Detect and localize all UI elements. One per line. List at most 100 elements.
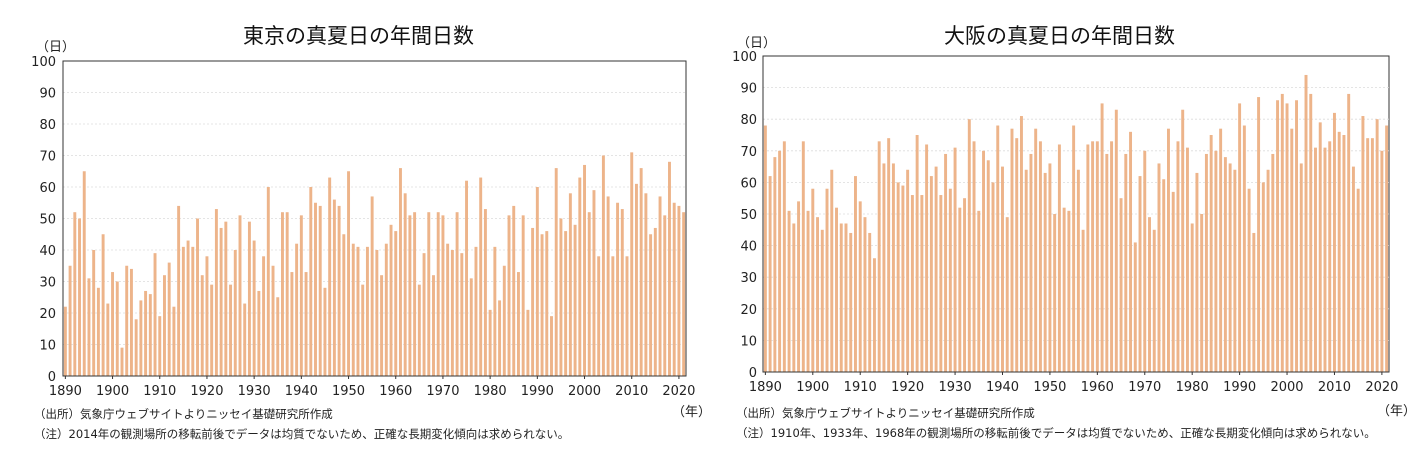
bar-2009 xyxy=(1328,141,1332,372)
bar-1987 xyxy=(1223,157,1227,372)
bar-1932 xyxy=(963,198,967,372)
bar-2012 xyxy=(639,168,643,376)
bar-1957 xyxy=(1081,229,1085,372)
y-tick-label: 40 xyxy=(39,244,56,259)
bar-1959 xyxy=(389,224,393,376)
bar-1936 xyxy=(982,150,985,372)
bar-2003 xyxy=(1299,163,1303,372)
bar-1911 xyxy=(863,217,867,372)
bar-1934 xyxy=(972,141,976,372)
bar-1937 xyxy=(986,160,990,372)
bar-1930 xyxy=(252,240,256,376)
tokyo-chart-panel: 東京の真夏日の年間日数 （日） 0 10 20 30 40 50 60 70 80 90 100 18… xyxy=(31,24,711,441)
bar-1925 xyxy=(929,176,933,372)
bar-1934 xyxy=(271,265,275,376)
bar-1936 xyxy=(281,212,284,376)
y-tick-label: 0 xyxy=(749,366,757,381)
bar-1966 xyxy=(422,253,426,376)
bar-1982 xyxy=(498,300,502,376)
bar-1952 xyxy=(1057,144,1061,372)
bar-2013 xyxy=(1347,93,1351,373)
bar-1897 xyxy=(96,287,100,376)
bar-2000 xyxy=(1285,103,1289,373)
bar-1984 xyxy=(1209,135,1213,372)
bar-1924 xyxy=(224,221,228,376)
bar-2017 xyxy=(1366,138,1370,372)
x-tick-label: 1960 xyxy=(379,384,412,399)
bar-1963 xyxy=(1110,141,1114,372)
bar-2001 xyxy=(587,212,591,376)
bar-1915 xyxy=(181,246,185,376)
bar-1925 xyxy=(229,284,233,376)
chart-title: 東京の真夏日の年間日数 xyxy=(243,24,474,48)
bar-1913 xyxy=(872,258,876,372)
bar-1949 xyxy=(1043,172,1047,372)
bar-1983 xyxy=(502,265,506,376)
bar-1891 xyxy=(768,176,772,372)
bar-1965 xyxy=(417,284,421,376)
bar-1996 xyxy=(564,231,568,376)
caveat-note: （注）1910年、1933年、1968年の観測場所の移転前後でデータは均質でない… xyxy=(736,426,1376,440)
bar-1928 xyxy=(944,153,948,372)
bar-1968 xyxy=(1133,242,1137,372)
bar-1954 xyxy=(365,246,369,376)
y-tick-label: 50 xyxy=(39,213,56,228)
bar-1946 xyxy=(1029,153,1033,372)
bar-1933 xyxy=(967,119,971,372)
bar-1965 xyxy=(1119,198,1123,372)
bar-1986 xyxy=(1219,128,1223,372)
bar-2019 xyxy=(1375,119,1379,372)
bar-1962 xyxy=(403,193,407,376)
bar-1966 xyxy=(1124,153,1128,372)
bar-1964 xyxy=(1114,109,1118,372)
y-tick-label: 20 xyxy=(740,303,757,318)
plot-area xyxy=(62,60,687,377)
bar-2005 xyxy=(1309,93,1313,373)
bar-1974 xyxy=(1162,179,1166,372)
bar-1924 xyxy=(925,144,929,372)
bar-1948 xyxy=(337,205,341,376)
osaka-chart-panel: 大阪の真夏日の年間日数 （日） 0 10 20 30 40 50 60 70 80 90 100 18… xyxy=(714,0,1428,459)
bar-1941 xyxy=(304,272,308,376)
bar-1890 xyxy=(763,125,767,373)
bar-1981 xyxy=(493,246,497,376)
bar-1996 xyxy=(1266,169,1270,372)
bar-1968 xyxy=(432,275,435,376)
bar-1900 xyxy=(811,188,815,372)
bar-1897 xyxy=(797,201,801,372)
bar-1918 xyxy=(196,218,199,376)
bar-1957 xyxy=(380,275,384,376)
bar-1979 xyxy=(483,209,487,376)
bar-1894 xyxy=(82,171,86,376)
bar-2017 xyxy=(663,215,667,376)
x-tick-label: 2020 xyxy=(1365,380,1398,395)
bar-2013 xyxy=(644,193,648,376)
x-tick-label: 2010 xyxy=(615,384,648,399)
bar-1929 xyxy=(948,188,952,372)
bar-1954 xyxy=(1067,210,1071,372)
x-tick-label: 1970 xyxy=(1128,380,1161,395)
bar-1912 xyxy=(167,262,171,376)
bar-1905 xyxy=(835,207,838,372)
bar-1942 xyxy=(309,187,313,376)
osaka-bar-chart: 0 10 20 30 40 50 60 70 80 90 100 1890 1900 1910 1920 19… xyxy=(732,50,1398,395)
bar-1895 xyxy=(787,210,791,372)
bar-1987 xyxy=(521,215,525,376)
bar-1906 xyxy=(839,223,843,372)
x-tick-label: 1920 xyxy=(190,384,223,399)
bar-1992 xyxy=(1247,188,1251,372)
bar-1905 xyxy=(134,319,138,376)
bar-2014 xyxy=(649,234,653,376)
bar-1953 xyxy=(1062,207,1066,372)
bar-1993 xyxy=(550,316,553,376)
bar-1892 xyxy=(773,157,777,372)
bar-1927 xyxy=(238,215,242,376)
bar-1931 xyxy=(257,290,261,376)
bar-1945 xyxy=(323,287,327,376)
bar-1941 xyxy=(1005,217,1009,372)
y-tick-label: 80 xyxy=(39,118,56,133)
bar-1975 xyxy=(465,180,468,376)
bar-1922 xyxy=(915,135,919,372)
bar-1995 xyxy=(1261,182,1265,372)
y-tick-label: 70 xyxy=(740,145,757,160)
